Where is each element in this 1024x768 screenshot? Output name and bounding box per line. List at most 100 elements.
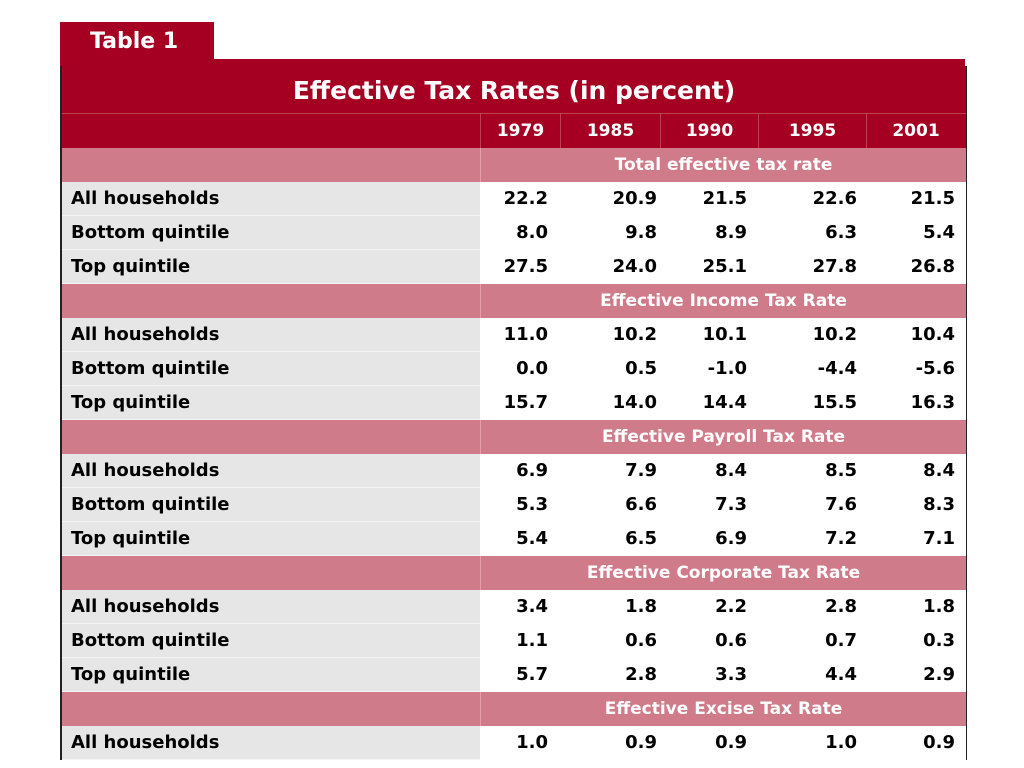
row-label: Bottom quintile	[62, 488, 480, 522]
value-cell: -1.0	[707, 358, 747, 379]
value-cell: 0.9	[923, 732, 955, 753]
header-rule	[60, 59, 965, 66]
value-cell: 1.8	[923, 596, 955, 617]
value-cell: 0.6	[715, 630, 747, 651]
value-cell: 3.4	[516, 596, 548, 617]
value-cell: 26.8	[910, 256, 955, 277]
value-cell: 8.3	[923, 494, 955, 515]
value-cell: 8.4	[923, 460, 955, 481]
table-row: Top quintile 5.4 6.5 6.9 7.2 7.1	[62, 522, 966, 556]
value-cell: 8.4	[715, 460, 747, 481]
table-row: Bottom quintile 0.0 0.5 -1.0 -4.4 -5.6	[62, 352, 966, 386]
section-blank-cell	[62, 420, 480, 454]
value-cell: 4.4	[825, 664, 857, 685]
table-title: Effective Tax Rates (in percent)	[62, 66, 966, 114]
table-row: All households 11.0 10.2 10.1 10.2 10.4	[62, 318, 966, 352]
section-header-row: Effective Corporate Tax Rate	[62, 556, 966, 590]
table-row: Top quintile 27.5 24.0 25.1 27.8 26.8	[62, 250, 966, 284]
value-cell: 27.8	[812, 256, 857, 277]
value-cell: 15.7	[503, 392, 548, 413]
value-cell: 6.9	[715, 528, 747, 549]
value-cell: 5.7	[516, 664, 548, 685]
value-cell: 10.4	[910, 324, 955, 345]
section-title: Effective Income Tax Rate	[480, 284, 966, 318]
section-header-row: Effective Payroll Tax Rate	[62, 420, 966, 454]
value-cell: 10.2	[812, 324, 857, 345]
row-label: Bottom quintile	[62, 624, 480, 658]
value-cell: 0.7	[825, 630, 857, 651]
value-cell: 0.0	[516, 358, 548, 379]
value-cell: 1.0	[516, 732, 548, 753]
value-cell: 14.4	[702, 392, 747, 413]
section-blank-cell	[62, 284, 480, 318]
row-label: Bottom quintile	[62, 352, 480, 386]
value-cell: 1.8	[625, 596, 657, 617]
value-cell: 25.1	[702, 256, 747, 277]
year-header-row: 1979 1985 1990 1995 2001	[62, 114, 966, 148]
value-cell: 10.1	[702, 324, 747, 345]
section-title: Total effective tax rate	[480, 148, 966, 182]
table-tab-label: Table 1	[60, 22, 214, 60]
row-label: Top quintile	[62, 658, 480, 692]
row-label: Bottom quintile	[62, 216, 480, 250]
value-cell: 7.1	[923, 528, 955, 549]
header-blank-cell	[62, 114, 480, 148]
row-label: All households	[62, 454, 480, 488]
table-row: All households 3.4 1.8 2.2 2.8 1.8	[62, 590, 966, 624]
section-header-row: Total effective tax rate	[62, 148, 966, 182]
section-blank-cell	[62, 556, 480, 590]
value-cell: -5.6	[915, 358, 955, 379]
year-header-1985: 1985	[560, 114, 660, 148]
value-cell: 22.2	[503, 188, 548, 209]
value-cell: 1.1	[516, 630, 548, 651]
value-cell: 6.9	[516, 460, 548, 481]
value-cell: 3.3	[715, 664, 747, 685]
value-cell: 6.6	[625, 494, 657, 515]
row-label: All households	[62, 726, 480, 760]
section-title: Effective Payroll Tax Rate	[480, 420, 966, 454]
value-cell: 27.5	[503, 256, 548, 277]
value-cell: 2.2	[715, 596, 747, 617]
section-title: Effective Corporate Tax Rate	[480, 556, 966, 590]
row-label: Top quintile	[62, 250, 480, 284]
row-label: All households	[62, 318, 480, 352]
table-row: Bottom quintile 5.3 6.6 7.3 7.6 8.3	[62, 488, 966, 522]
value-cell: 16.3	[910, 392, 955, 413]
value-cell: 1.0	[825, 732, 857, 753]
value-cell: 21.5	[910, 188, 955, 209]
tax-rates-table: Effective Tax Rates (in percent) 1979 198…	[60, 66, 967, 760]
value-cell: 0.3	[923, 630, 955, 651]
value-cell: 2.8	[625, 664, 657, 685]
value-cell: 20.9	[612, 188, 657, 209]
value-cell: 5.4	[923, 222, 955, 243]
value-cell: 14.0	[612, 392, 657, 413]
value-cell: 5.4	[516, 528, 548, 549]
year-header-2001: 2001	[866, 114, 965, 148]
table-row: Bottom quintile 1.1 0.6 0.6 0.7 0.3	[62, 624, 966, 658]
table-row: All households 6.9 7.9 8.4 8.5 8.4	[62, 454, 966, 488]
value-cell: 21.5	[702, 188, 747, 209]
value-cell: 22.6	[812, 188, 857, 209]
table-row: Top quintile 15.7 14.0 14.4 15.5 16.3	[62, 386, 966, 420]
value-cell: -4.4	[817, 358, 857, 379]
value-cell: 5.3	[516, 494, 548, 515]
section-title: Effective Excise Tax Rate	[480, 692, 966, 726]
year-header-1979: 1979	[480, 114, 560, 148]
value-cell: 8.9	[715, 222, 747, 243]
section-header-row: Effective Income Tax Rate	[62, 284, 966, 318]
value-cell: 7.2	[825, 528, 857, 549]
value-cell: 8.0	[516, 222, 548, 243]
year-header-1995: 1995	[758, 114, 866, 148]
value-cell: 0.5	[625, 358, 657, 379]
value-cell: 2.8	[825, 596, 857, 617]
value-cell: 2.9	[923, 664, 955, 685]
value-cell: 9.8	[625, 222, 657, 243]
row-label: Top quintile	[62, 522, 480, 556]
row-label: All households	[62, 590, 480, 624]
section-header-row: Effective Excise Tax Rate	[62, 692, 966, 726]
section-blank-cell	[62, 148, 480, 182]
value-cell: 7.6	[825, 494, 857, 515]
value-cell: 8.5	[825, 460, 857, 481]
table-row: Top quintile 5.7 2.8 3.3 4.4 2.9	[62, 658, 966, 692]
value-cell: 0.9	[625, 732, 657, 753]
